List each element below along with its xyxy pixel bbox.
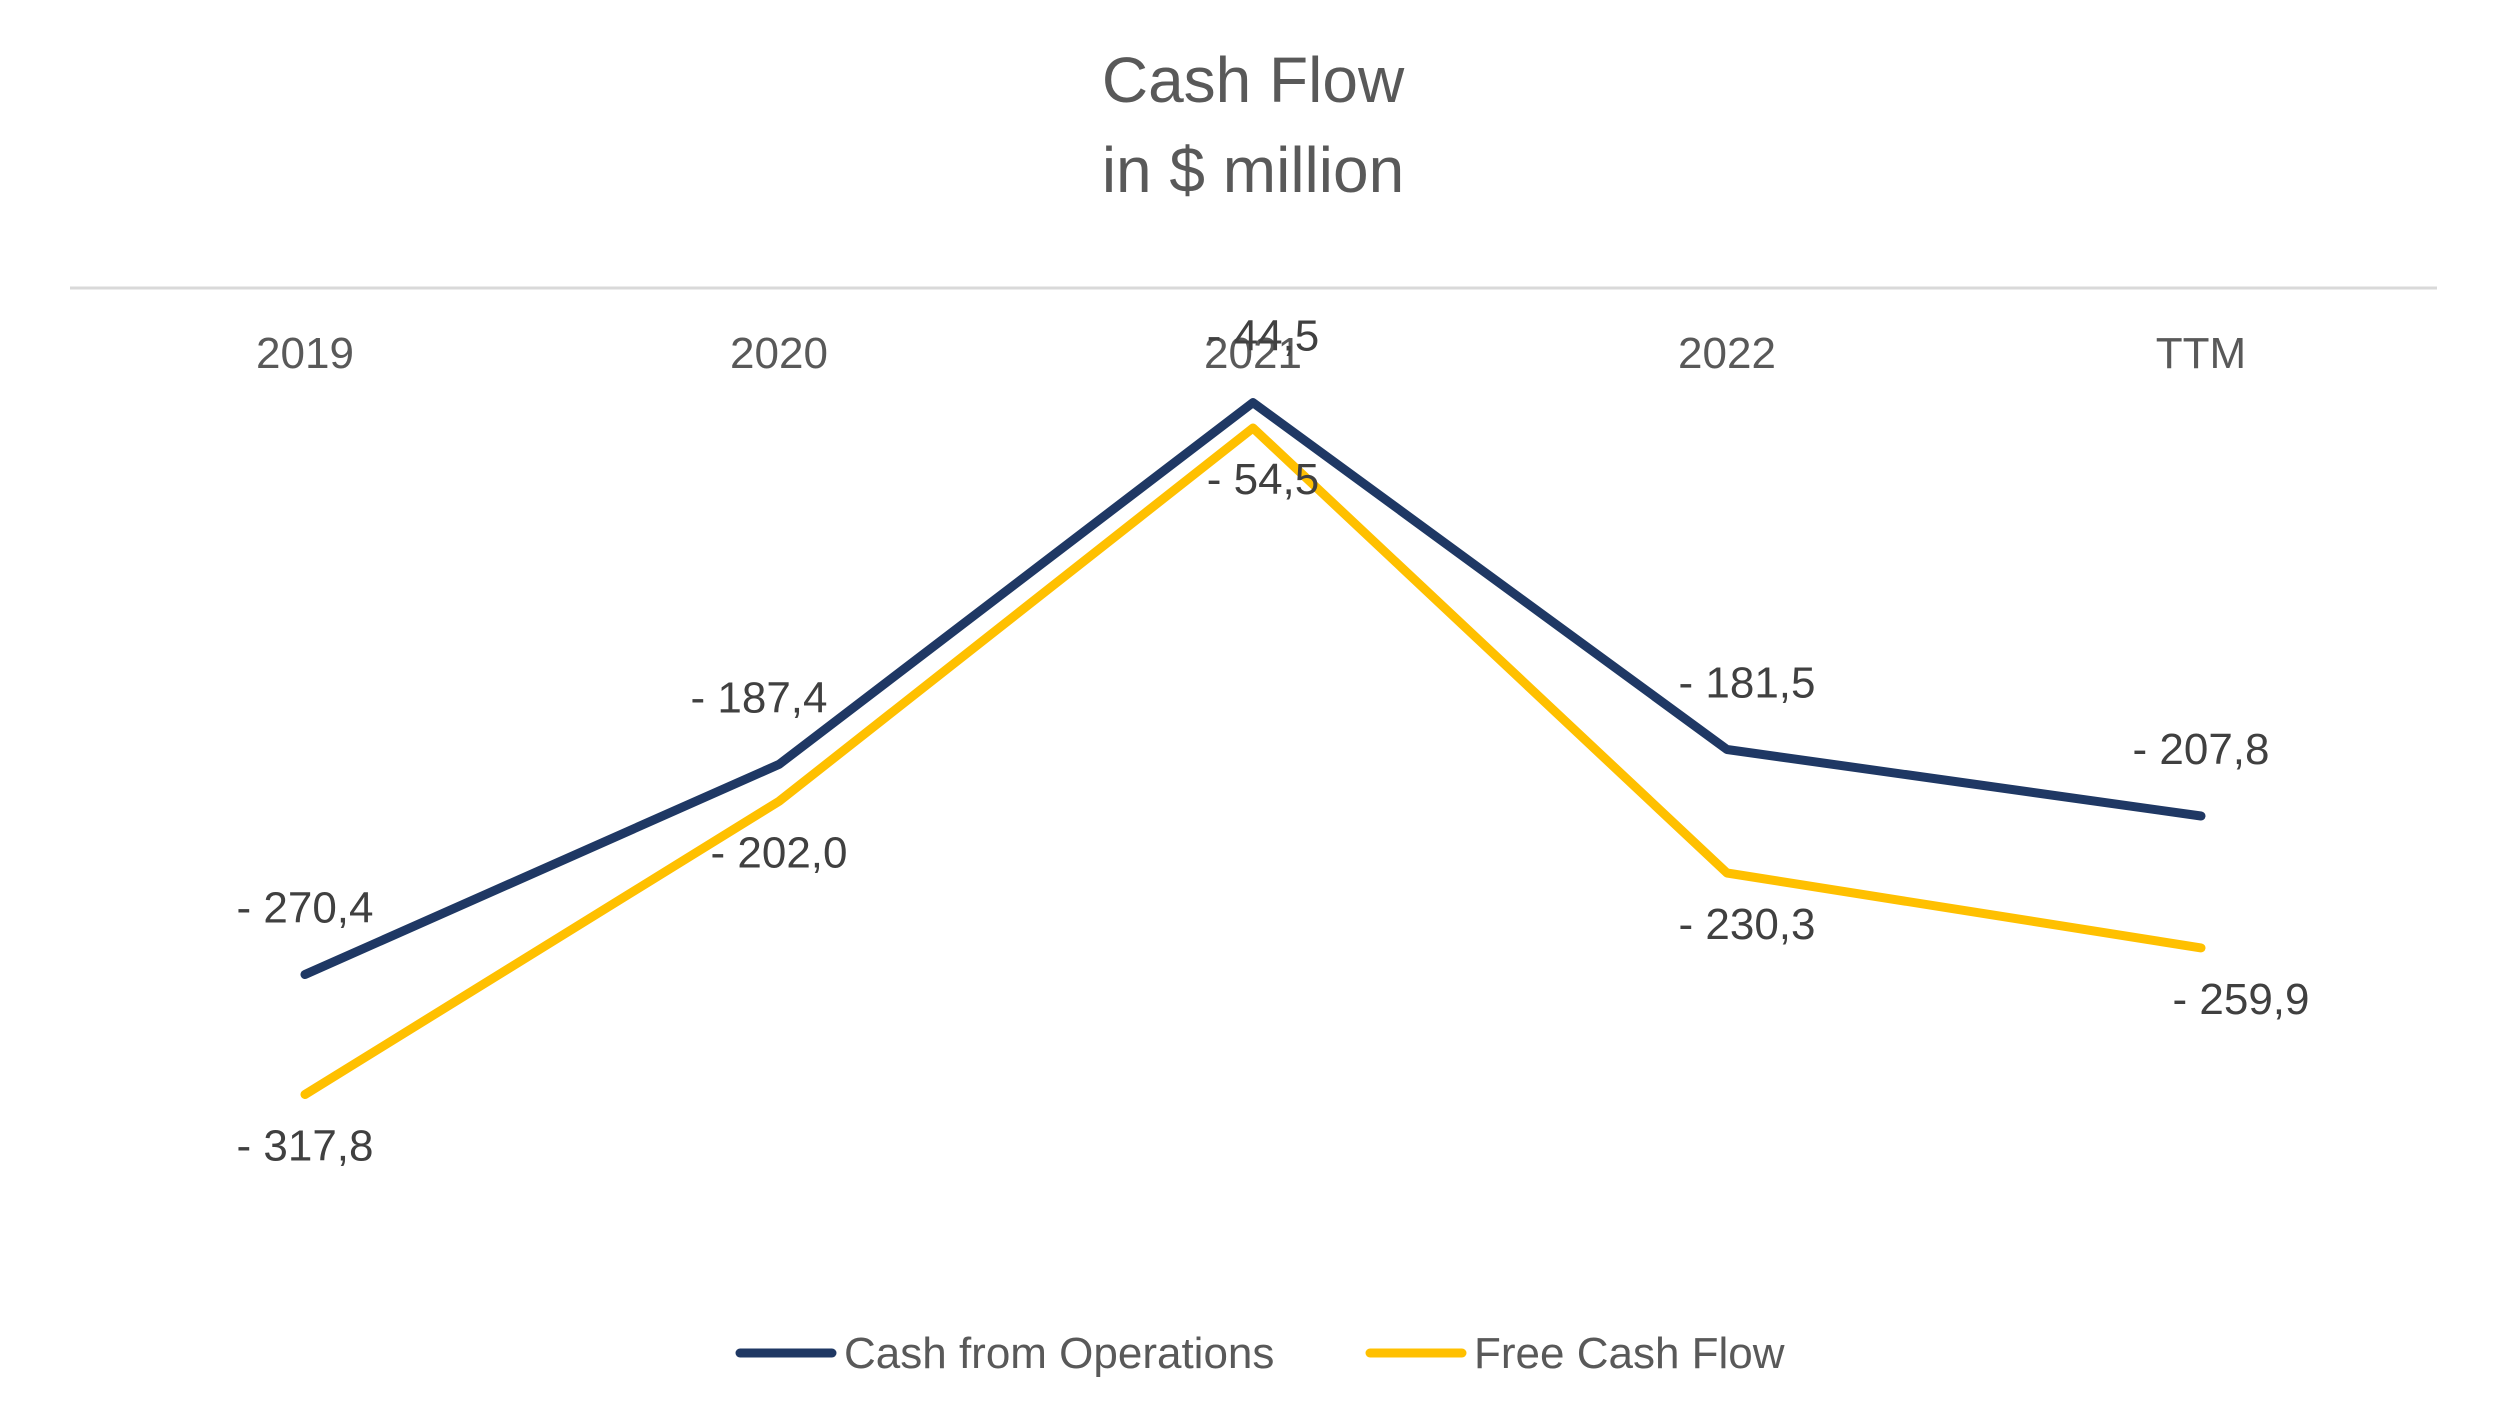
chart-title: Cash Flow <box>1102 44 1405 116</box>
chart-subtitle: in $ million <box>1102 134 1404 206</box>
cfo-legend-label: Cash from Operations <box>844 1329 1274 1378</box>
cfo-data-label: - 181,5 <box>1679 659 1816 708</box>
x-tick-label: TTM <box>2156 329 2246 378</box>
fcf-data-label: - 259,9 <box>2173 975 2310 1024</box>
free-cash-flow-line <box>300 423 2206 1099</box>
cash-from-operations-line <box>300 398 2206 979</box>
fcf-data-label: - 54,5 <box>1207 455 1320 504</box>
x-tick-label: 2020 <box>730 329 828 378</box>
series-lines <box>300 398 2206 1099</box>
data-labels: - 270,4 - 187,4 - 44,5 - 181,5 - 207,8 - 317,… <box>237 312 2310 1171</box>
cfo-data-label: - 187,4 <box>691 673 828 722</box>
x-tick-label: 2021 <box>1204 329 1302 378</box>
cfo-data-label: - 270,4 <box>237 884 374 933</box>
cfo-data-label: - 207,8 <box>2133 725 2270 774</box>
fcf-data-label: - 317,8 <box>237 1122 374 1171</box>
cfo-data-label: - 44,5 <box>1207 312 1320 361</box>
x-tick-label: 2019 <box>256 329 354 378</box>
x-tick-label: 2022 <box>1678 329 1776 378</box>
x-axis-ticks: 2019 2020 2021 2022 TTM <box>256 329 2246 378</box>
fcf-data-label: - 202,0 <box>711 828 848 877</box>
legend: Cash from Operations Free Cash Flow <box>735 1329 1785 1378</box>
fcf-legend-label: Free Cash Flow <box>1474 1329 1785 1378</box>
fcf-data-label: - 230,3 <box>1679 900 1816 949</box>
